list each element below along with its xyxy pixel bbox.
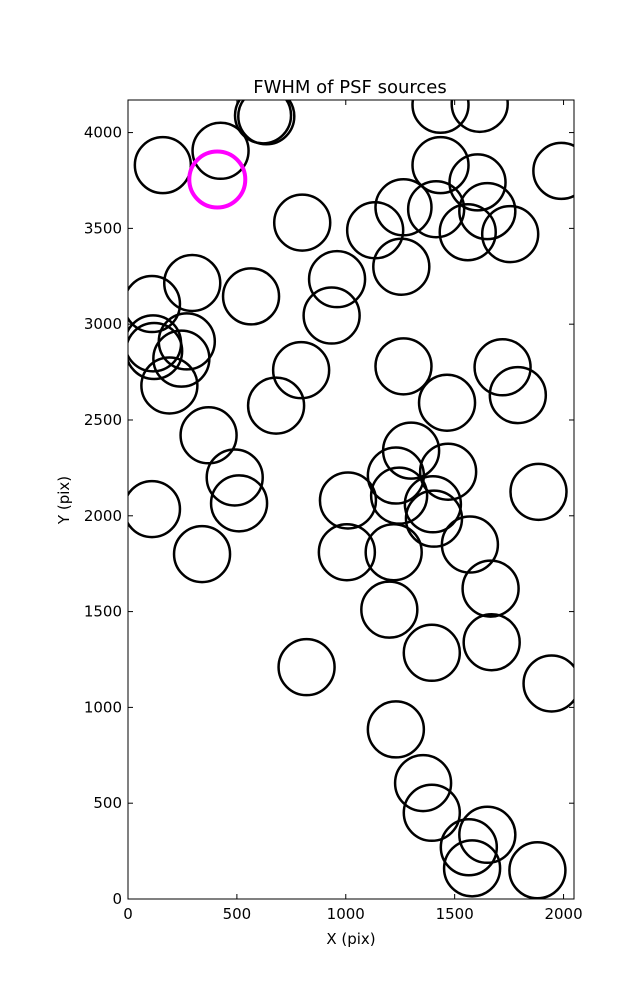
source-marker-35 bbox=[418, 442, 478, 501]
x-axis: 0 500 1000 1500 2000 bbox=[123, 100, 583, 923]
source-marker-40 bbox=[318, 471, 378, 530]
source-marker-44 bbox=[509, 462, 568, 522]
source-marker-56 bbox=[393, 753, 453, 813]
source-marker-10 bbox=[406, 179, 466, 239]
source-marker-7 bbox=[272, 193, 332, 252]
source-marker-12 bbox=[448, 153, 507, 212]
highlight-marker-0 bbox=[187, 149, 248, 210]
x-tick-label-1: 500 bbox=[223, 905, 252, 923]
source-marker-24 bbox=[128, 321, 184, 381]
source-marker-26 bbox=[140, 356, 199, 415]
source-marker-18 bbox=[162, 253, 222, 313]
y-tick-label-7: 3500 bbox=[84, 219, 122, 237]
y-axis: 0 500 1000 1500 2000 2500 3000 3500 4000 bbox=[84, 124, 574, 908]
y-tick-label-1: 500 bbox=[93, 794, 122, 812]
source-marker-36 bbox=[366, 446, 426, 505]
chart-title: FWHM of PSF sources bbox=[253, 77, 447, 98]
source-marker-59 bbox=[439, 818, 499, 877]
y-axis-label: Y (pix) bbox=[55, 476, 73, 525]
source-marker-11 bbox=[411, 135, 470, 195]
source-marker-57 bbox=[402, 783, 462, 843]
source-marker-61 bbox=[508, 841, 567, 899]
marker-layer bbox=[128, 100, 574, 899]
source-marker-31 bbox=[417, 373, 477, 432]
y-tick-label-3: 1500 bbox=[84, 603, 122, 621]
y-tick-label-8: 4000 bbox=[84, 124, 122, 142]
plot-area bbox=[127, 99, 575, 900]
source-marker-27 bbox=[271, 340, 331, 400]
y-tick-label-6: 3000 bbox=[84, 315, 122, 333]
source-marker-21 bbox=[302, 286, 361, 345]
source-marker-30 bbox=[488, 365, 548, 425]
source-marker-58 bbox=[458, 805, 517, 865]
source-marker-9 bbox=[374, 178, 433, 237]
plot-frame bbox=[127, 99, 575, 900]
source-marker-6 bbox=[532, 141, 574, 201]
x-tick-label-3: 1500 bbox=[436, 905, 474, 923]
source-marker-25 bbox=[152, 329, 211, 388]
source-marker-42 bbox=[403, 475, 463, 534]
source-marker-49 bbox=[461, 559, 520, 618]
source-marker-53 bbox=[277, 637, 336, 697]
x-tick-label-0: 0 bbox=[123, 905, 133, 923]
source-marker-39 bbox=[209, 474, 269, 533]
source-marker-20 bbox=[307, 249, 367, 309]
source-marker-45 bbox=[172, 524, 232, 584]
source-marker-51 bbox=[462, 612, 521, 672]
source-marker-0 bbox=[133, 135, 193, 195]
source-marker-29 bbox=[473, 338, 532, 397]
source-marker-52 bbox=[402, 623, 462, 683]
source-marker-32 bbox=[246, 376, 306, 435]
source-marker-50 bbox=[360, 580, 419, 639]
source-marker-3 bbox=[237, 100, 296, 146]
source-marker-54 bbox=[522, 654, 574, 713]
source-marker-17 bbox=[128, 274, 182, 334]
source-marker-19 bbox=[221, 267, 281, 326]
y-tick-label-5: 2500 bbox=[84, 411, 122, 429]
source-marker-48 bbox=[440, 515, 500, 574]
source-marker-14 bbox=[438, 202, 497, 262]
x-tick-label-2: 1000 bbox=[327, 905, 365, 923]
source-marker-38 bbox=[128, 479, 182, 539]
source-marker-5 bbox=[450, 100, 509, 134]
source-marker-4 bbox=[411, 100, 470, 135]
source-marker-1 bbox=[191, 121, 250, 181]
x-axis-label: X (pix) bbox=[326, 930, 375, 948]
x-tick-label-4: 2000 bbox=[544, 905, 582, 923]
y-tick-label-0: 0 bbox=[112, 890, 122, 908]
source-marker-15 bbox=[480, 204, 540, 264]
y-tick-label-2: 1000 bbox=[84, 698, 122, 716]
source-marker-37 bbox=[205, 448, 264, 507]
source-marker-47 bbox=[364, 522, 423, 582]
source-marker-60 bbox=[442, 839, 502, 898]
y-tick-label-4: 2000 bbox=[84, 507, 122, 525]
source-marker-28 bbox=[374, 337, 433, 396]
source-marker-46 bbox=[317, 522, 377, 582]
source-marker-13 bbox=[458, 181, 517, 241]
source-marker-16 bbox=[372, 237, 431, 296]
source-marker-55 bbox=[366, 700, 426, 759]
source-marker-33 bbox=[179, 406, 238, 465]
